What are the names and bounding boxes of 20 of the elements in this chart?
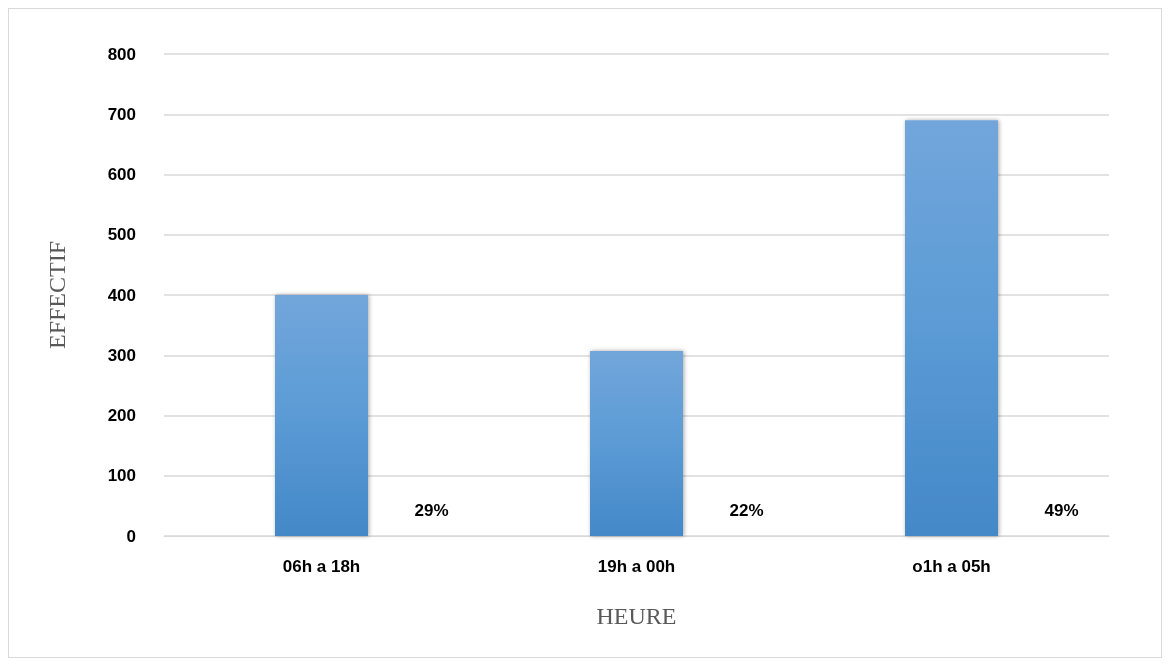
y-tick-label: 0 (126, 526, 136, 546)
annotation: 49% (1044, 500, 1079, 520)
y-tick-label: 200 (107, 406, 136, 425)
x-tick-label: 19h a 00h (597, 557, 676, 576)
y-tick-label: 600 (107, 165, 136, 184)
bar (275, 295, 368, 536)
annotation: 22% (729, 500, 764, 520)
y-axis-title: EFFECTIF (44, 240, 70, 350)
y-tick-label: 800 (107, 44, 136, 64)
annotation: 29% (414, 500, 449, 520)
bar (905, 120, 998, 536)
x-tick-label: o1h a 05h (912, 557, 991, 576)
y-tick-label: 500 (107, 225, 136, 245)
y-tick-label: 400 (107, 285, 136, 305)
bar (590, 351, 683, 536)
y-tick-label: 100 (107, 466, 136, 486)
x-axis-title: HEURE (596, 603, 677, 629)
y-tick-label: 300 (107, 345, 136, 365)
x-tick-label: 06h a 18h (282, 557, 361, 576)
y-tick-label: 700 (107, 104, 136, 124)
